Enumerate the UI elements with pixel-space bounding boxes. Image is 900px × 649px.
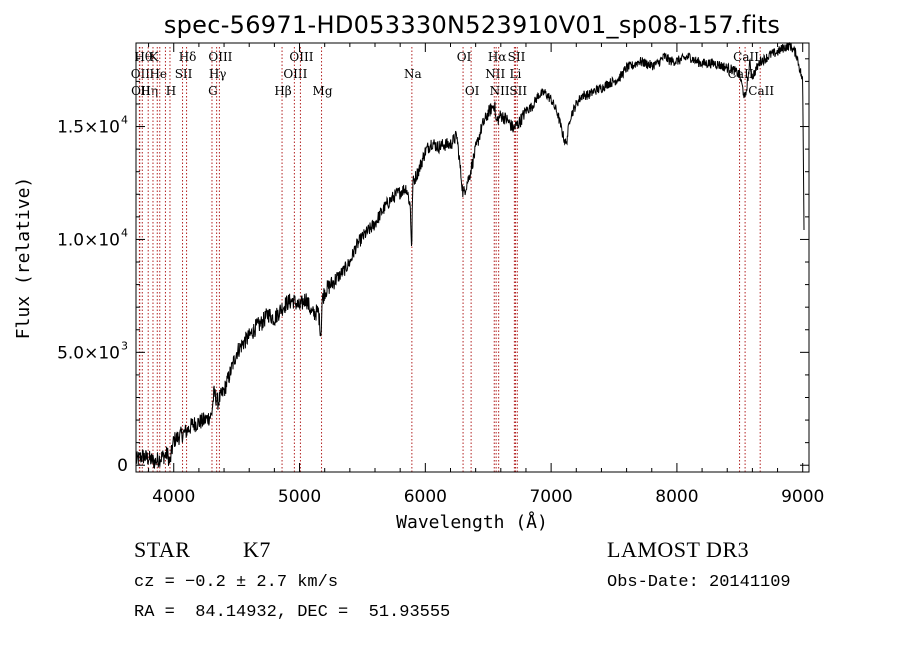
spectral-line-label-18: Na [404, 67, 422, 81]
y-tick-exponent-2: 4 [121, 226, 128, 239]
x-tick-label-1: 5000 [278, 487, 321, 507]
x-tick-label-5: 9000 [781, 487, 824, 507]
x-tick-label-4: 8000 [655, 487, 698, 507]
spectral-line-label-15: OIII [283, 67, 307, 81]
spectral-line-label-24: Li [509, 67, 521, 81]
spectral-line-label-3: Hη [140, 84, 158, 98]
coordinates-readout: RA = 84.14932, DEC = 51.93555 [134, 603, 451, 622]
observation-date: Obs-Date: 20141109 [607, 573, 791, 592]
spectral-line-label-19: OI [457, 50, 472, 64]
spectral-line-label-20: OI [465, 84, 480, 98]
y-tick-label-2: 1.0×10 [57, 230, 120, 250]
spectral-line-label-26: SII [509, 84, 527, 98]
spectral-line-label-2: Hθ [134, 50, 152, 64]
object-subclass: K7 [243, 537, 271, 562]
survey-name: LAMOST DR3 [607, 537, 750, 562]
y-tick-exponent-3: 4 [121, 114, 128, 127]
x-tick-label-0: 4000 [152, 487, 195, 507]
spectral-line-label-11: G [208, 84, 218, 98]
spectral-line-label-28: CaII [733, 50, 759, 64]
spectrum-series [135, 41, 805, 469]
spectral-line-label-14: Hβ [274, 84, 291, 98]
spectral-line-label-16: OIII [289, 50, 313, 64]
spectral-line-label-25: SII [508, 50, 526, 64]
spectral-line-label-29: CaII [748, 84, 774, 98]
spectral-line-label-0: OII [131, 67, 151, 81]
spectral-line-label-13: OIII [208, 50, 232, 64]
spectral-line-label-21: NII [485, 67, 505, 81]
spectral-line-label-9: SII [175, 67, 193, 81]
y-tick-exponent-1: 3 [121, 339, 128, 352]
spectral-line-label-17: Mg [313, 84, 333, 98]
spectral-line-label-23: NII [490, 84, 510, 98]
object-type: STAR [134, 537, 191, 562]
spectral-line-markers: OIIOIIHθHηKHeHSIIHδGHγOIIIHβOIIIOIIIMgNa… [131, 47, 774, 472]
chart-title: spec-56971-HD053330N523910V01_sp08-157.f… [164, 11, 780, 39]
spectral-line-label-8: H [166, 84, 176, 98]
spectral-line-label-12: Hγ [209, 67, 227, 81]
y-tick-label-0: 0 [117, 456, 128, 476]
spectrum-chart: spec-56971-HD053330N523910V01_sp08-157.f… [13, 11, 824, 533]
y-tick-label-1: 5.0×10 [57, 343, 120, 363]
plot-frame [135, 42, 810, 473]
y-tick-label-3: 1.5×10 [57, 118, 120, 138]
y-axis-label: Flux (relative) [13, 177, 34, 340]
spectrum-line [135, 41, 805, 469]
x-tick-label-3: 7000 [529, 487, 572, 507]
spectral-line-label-5: He [149, 67, 167, 81]
spectral-line-label-22: Hα [488, 50, 507, 64]
spectral-line-label-4: K [149, 50, 159, 64]
x-tick-label-2: 6000 [404, 487, 447, 507]
redshift-readout: cz = −0.2 ± 2.7 km/s [134, 573, 339, 592]
x-axis-label: Wavelength (Å) [396, 511, 548, 533]
spectral-line-label-10: Hδ [179, 50, 197, 64]
